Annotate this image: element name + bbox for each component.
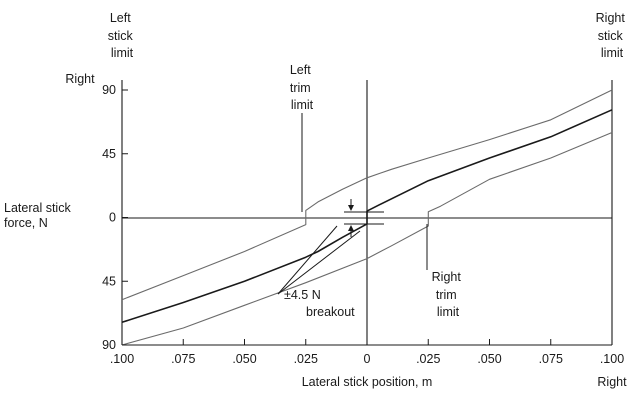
x-tick-label-1: .075	[171, 352, 195, 366]
right-trim-limit-line-3: limit	[437, 305, 460, 319]
left-trim-limit-line-3: limit	[291, 98, 314, 112]
y-tick-label-2: 0	[109, 211, 116, 225]
tick-layer: .100.075.050.025 0.025.050.075.1009045045…	[102, 83, 624, 366]
breakout-leader-1	[277, 225, 338, 295]
x-axis-right-label: Right	[597, 375, 627, 389]
right-stick-limit-label: Right stick limit	[596, 11, 629, 60]
y-tick-label-4: 90	[102, 338, 116, 352]
y-axis-top-label: Right	[65, 72, 95, 86]
right-stick-limit-line-2: stick	[598, 29, 624, 43]
left-stick-limit-line-2: stick	[108, 29, 134, 43]
left-trim-limit-line-1: Left	[290, 63, 311, 77]
breakout-line-2: breakout	[306, 305, 355, 319]
x-tick-label-2: .050	[232, 352, 256, 366]
left-stick-limit-line-1: Left	[110, 11, 131, 25]
x-tick-label-0: .100	[110, 352, 134, 366]
y-tick-label-1: 45	[102, 147, 116, 161]
right-stick-limit-line-3: limit	[601, 46, 624, 60]
left-stick-limit-line-3: limit	[111, 46, 134, 60]
left-trim-limit-line-2: trim	[290, 81, 311, 95]
breakout-upper-arrowhead	[348, 205, 354, 211]
breakout-line-1: ±4.5 N	[284, 288, 321, 302]
breakout-lower-arrowhead	[348, 225, 354, 231]
x-tick-label-8: .100	[600, 352, 624, 366]
left-trim-limit-label: Left trim limit	[290, 63, 314, 112]
left-stick-limit-label: Left stick limit	[108, 11, 136, 60]
y-tick-label-3: 45	[102, 274, 116, 288]
x-axis-label: Lateral stick position, m	[302, 375, 433, 389]
y-axis-label-line-1: Lateral stick	[4, 201, 71, 215]
x-tick-label-5: .025	[416, 352, 440, 366]
breakout-label: ±4.5 N breakout	[284, 288, 355, 319]
breakout-leader-2	[277, 230, 361, 295]
right-trim-limit-line-1: Right	[432, 270, 462, 284]
x-tick-label-7: .075	[539, 352, 563, 366]
series-upper-boundary-line	[121, 89, 613, 301]
right-stick-limit-line-1: Right	[596, 11, 626, 25]
annotation-leaders	[277, 113, 428, 295]
series-lower-boundary-line	[121, 131, 613, 346]
x-tick-label-4: 0	[364, 352, 371, 366]
y-axis-label: Lateral stick force, N	[4, 201, 74, 230]
x-tick-label-6: .050	[477, 352, 501, 366]
right-trim-limit-label: Right trim limit	[432, 270, 465, 319]
y-tick-label-0: 90	[102, 83, 116, 97]
x-tick-label-3: .025	[294, 352, 318, 366]
y-axis-label-line-2: force, N	[4, 216, 48, 230]
right-trim-limit-line-2: trim	[436, 288, 457, 302]
